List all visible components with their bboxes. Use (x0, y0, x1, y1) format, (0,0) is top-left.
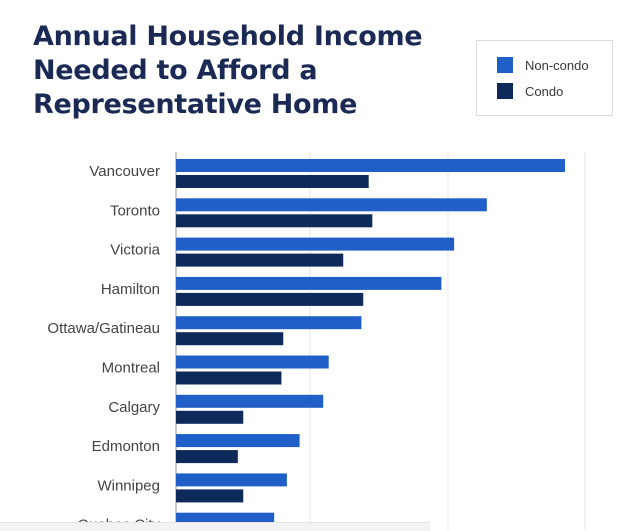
bar-non-condo (176, 355, 329, 369)
bar-condo (176, 371, 282, 385)
legend-label-non-condo: Non-condo (525, 57, 589, 73)
category-label: Edmonton (92, 438, 160, 455)
bar-non-condo (176, 316, 362, 330)
bar-condo (176, 489, 244, 503)
legend-swatch-non-condo (497, 57, 513, 73)
category-label: Winnipeg (97, 477, 160, 494)
chart-title: Annual Household Income Needed to Afford… (33, 20, 453, 122)
category-label: Vancouver (89, 163, 160, 180)
bar-non-condo (176, 276, 442, 290)
category-label: Montreal (102, 360, 160, 377)
bar-condo (176, 175, 369, 188)
legend-swatch-condo (497, 83, 513, 99)
page-bottom-strip (0, 522, 430, 531)
bar-condo (176, 332, 284, 346)
bar-condo (176, 450, 238, 464)
category-label: Victoria (110, 242, 160, 259)
bar-non-condo (176, 159, 566, 172)
bar-non-condo (176, 473, 287, 487)
category-label: Calgary (108, 399, 160, 416)
chart-legend: Non-condo Condo (476, 40, 613, 116)
bar-non-condo (176, 237, 455, 251)
legend-item-non-condo: Non-condo (497, 57, 589, 73)
category-label: Hamilton (101, 281, 160, 298)
bar-condo (176, 253, 344, 267)
bar-condo (176, 410, 244, 424)
bar-non-condo (176, 394, 324, 408)
legend-item-condo: Condo (497, 83, 563, 99)
bar-condo (176, 292, 364, 306)
title-line-2: Needed to Afford a (33, 55, 318, 86)
title-line-3: Representative Home (33, 89, 358, 120)
legend-label-condo: Condo (525, 83, 564, 99)
title-line-1: Annual Household Income (33, 21, 423, 52)
category-label: Ottawa/Gatineau (47, 320, 160, 337)
bar-non-condo (176, 434, 300, 448)
category-label: Toronto (110, 202, 160, 219)
bar-condo (176, 214, 373, 228)
bar-non-condo (176, 198, 487, 212)
